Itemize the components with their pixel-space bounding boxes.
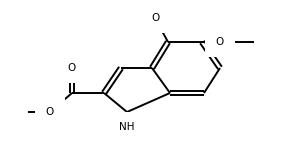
Text: O: O [46, 107, 54, 117]
Text: NH: NH [119, 122, 135, 132]
Text: O: O [68, 63, 76, 73]
Text: O: O [151, 13, 159, 23]
Text: O: O [216, 37, 224, 47]
